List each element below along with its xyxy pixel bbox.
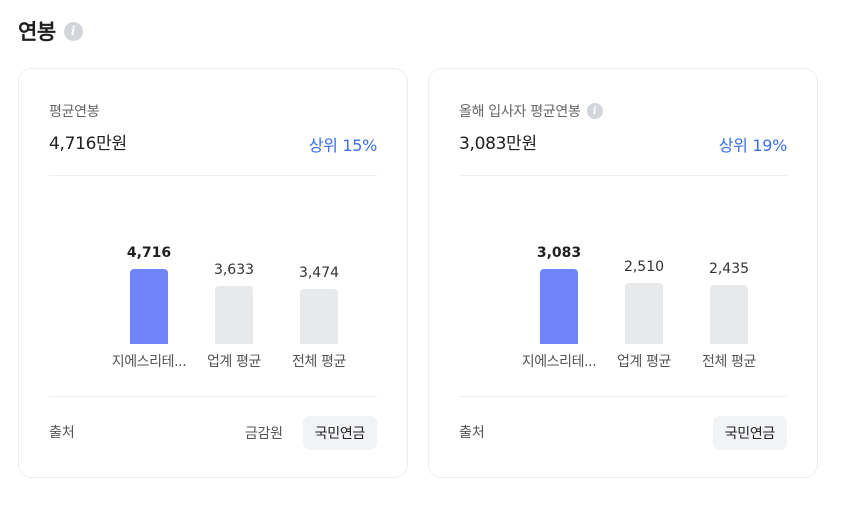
source-label: 출처 xyxy=(459,425,485,441)
bar-value-label: 2,435 xyxy=(708,261,750,277)
bar xyxy=(540,269,578,344)
bar xyxy=(215,286,253,344)
source-tab-fss[interactable]: 금감원 xyxy=(244,426,283,442)
bar xyxy=(710,285,748,344)
card-rank: 상위 19% xyxy=(718,136,788,155)
bar-group: 2,435 전체 평균 xyxy=(679,239,779,371)
card-value: 4,716만원 xyxy=(49,134,127,154)
card-label-text: 평균연봉 xyxy=(49,104,100,120)
bar xyxy=(625,283,663,344)
info-icon[interactable]: i xyxy=(586,103,603,119)
bar-value-label: 3,633 xyxy=(213,262,255,278)
card-label: 올해 입사자 평균연봉 i xyxy=(459,101,603,121)
source-tab-nps[interactable]: 국민연금 xyxy=(712,416,787,450)
divider xyxy=(49,396,377,397)
new-hire-salary-card: 올해 입사자 평균연봉 i 3,083만원 상위 19% 3,083 지에스리테.… xyxy=(428,68,818,478)
bar-value-label: 3,474 xyxy=(298,265,340,281)
source-tabs: 국민연금 xyxy=(712,416,787,450)
bar-value-label: 2,510 xyxy=(623,259,665,275)
bar-group: 4,716 지에스리테... xyxy=(99,239,199,371)
bar-category-label: 전체 평균 xyxy=(702,354,756,370)
divider xyxy=(49,175,377,176)
bar-group: 3,083 지에스리테... xyxy=(509,239,609,371)
average-salary-card: 평균연봉 4,716만원 상위 15% 4,716 지에스리테... 3,633 업계… xyxy=(18,68,408,478)
card-rank: 상위 15% xyxy=(308,136,378,155)
bar-category-label: 지에스리테... xyxy=(521,354,597,370)
salary-bar-chart: 4,716 지에스리테... 3,633 업계 평균 3,474 전체 평균 xyxy=(19,239,409,371)
bar-group: 3,633 업계 평균 xyxy=(184,239,284,371)
card-label: 평균연봉 xyxy=(49,101,100,121)
bar-category-label: 지에스리테... xyxy=(111,354,187,370)
bar-group: 2,510 업계 평균 xyxy=(594,239,694,371)
bar-category-label: 업계 평균 xyxy=(617,354,671,370)
bar xyxy=(300,289,338,344)
card-label-text: 올해 입사자 평균연봉 xyxy=(459,104,581,120)
info-icon[interactable]: i xyxy=(63,21,83,41)
bar-category-label: 전체 평균 xyxy=(292,354,346,370)
source-tabs: 금감원 국민연금 xyxy=(233,416,377,450)
salary-bar-chart: 3,083 지에스리테... 2,510 업계 평균 2,435 전체 평균 xyxy=(429,239,819,371)
section-title: 연봉 xyxy=(18,20,56,44)
bar-group: 3,474 전체 평균 xyxy=(269,239,369,371)
divider xyxy=(459,175,787,176)
bar-value-label: 4,716 xyxy=(126,245,172,261)
bar-value-label: 3,083 xyxy=(536,245,582,261)
section-header: 연봉 i xyxy=(18,16,83,46)
source-label: 출처 xyxy=(49,425,75,441)
card-value: 3,083만원 xyxy=(459,134,537,154)
divider xyxy=(459,396,787,397)
bar-category-label: 업계 평균 xyxy=(207,354,261,370)
bar xyxy=(130,269,168,344)
source-tab-nps[interactable]: 국민연금 xyxy=(302,416,377,450)
